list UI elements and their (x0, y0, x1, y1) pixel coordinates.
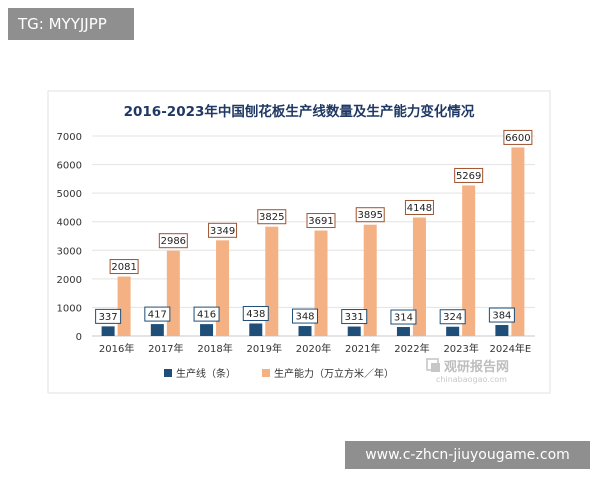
y-tick-label: 6000 (57, 161, 82, 172)
x-tick-label: 2020年 (296, 342, 331, 355)
y-tick-label: 5000 (57, 189, 82, 200)
x-tick-label: 2022年 (394, 342, 429, 355)
y-tick-label: 7000 (57, 132, 82, 143)
brand-watermark-url: chinabaogao.com (436, 375, 507, 384)
bar-capacity (412, 217, 426, 336)
data-label-capacity: 5269 (456, 171, 481, 182)
data-label-production-lines: 348 (295, 312, 314, 323)
label-box-production-lines (144, 306, 171, 322)
legend-label-capacity: 生产能力（万立方米／年） (274, 367, 394, 380)
data-label-capacity: 6600 (505, 133, 530, 144)
x-tick-label: 2017年 (148, 342, 183, 355)
data-label-production-lines: 331 (345, 312, 364, 323)
x-tick-label: 2021年 (345, 342, 380, 355)
label-box-capacity (109, 259, 139, 275)
y-tick-label: 3000 (57, 246, 82, 257)
x-tick-label: 2024年E (489, 342, 531, 355)
legend-swatch-production-lines (164, 369, 172, 377)
data-label-production-lines: 314 (394, 313, 413, 324)
bar-capacity (216, 240, 230, 336)
y-tick-label: 2000 (57, 275, 82, 286)
bar-capacity (511, 147, 525, 336)
bar-capacity (117, 276, 131, 336)
brand-watermark: 观研报告网 chinabaogao.com (426, 358, 509, 384)
x-axis-ticks: 2016年 2017年 2018年 2019年 2020年 2021年 2022年 2023年… (99, 342, 531, 355)
label-box-capacity (454, 167, 484, 183)
y-tick-label: 0 (76, 332, 82, 343)
data-label-production-lines: 438 (246, 309, 265, 320)
label-box-production-lines (193, 306, 220, 322)
x-tick-label: 2016年 (99, 342, 134, 355)
data-label-capacity: 3691 (308, 216, 333, 227)
label-box-production-lines (292, 308, 318, 324)
label-box-capacity (404, 199, 434, 215)
bar-capacity (363, 224, 377, 336)
data-label-capacity: 3349 (210, 226, 235, 237)
bar-production-lines (249, 323, 263, 336)
brand-logo-icon (426, 358, 440, 372)
x-tick-label: 2023年 (443, 342, 478, 355)
y-tick-label: 1000 (57, 303, 82, 314)
label-box-capacity (306, 213, 336, 229)
data-label-capacity: 3895 (357, 210, 382, 221)
label-box-capacity (355, 207, 385, 223)
label-box-production-lines (242, 305, 269, 321)
x-tick-label: 2018年 (197, 342, 232, 355)
label-box-production-lines (341, 309, 368, 325)
data-label-production-lines: 417 (148, 310, 167, 321)
label-box-capacity (158, 233, 188, 249)
label-box-production-lines (488, 307, 515, 323)
legend-swatch-capacity (262, 369, 270, 377)
y-tick-label: 4000 (57, 218, 82, 229)
brand-watermark-cn: 观研报告网 (444, 359, 509, 375)
bar-production-lines (200, 324, 214, 336)
x-tick-label: 2019年 (247, 342, 282, 355)
data-label-production-lines: 337 (99, 312, 118, 323)
data-label-production-lines: 416 (197, 310, 216, 321)
label-box-capacity (257, 209, 287, 225)
bar-production-lines (347, 326, 361, 336)
chart-title: 2016-2023年中国刨花板生产线数量及生产能力变化情况 (124, 103, 475, 120)
label-box-production-lines (390, 309, 417, 325)
label-box-capacity (503, 129, 533, 145)
site-url-badge: www.c-zhcn-jiuyougame.com (345, 441, 590, 469)
label-box-production-lines (95, 308, 122, 324)
data-label-production-lines: 324 (443, 312, 462, 323)
data-label-capacity: 2081 (111, 262, 136, 273)
bar-production-lines (298, 326, 312, 336)
label-box-production-lines (439, 309, 466, 325)
data-label-capacity: 2986 (161, 236, 186, 247)
bar-production-lines (150, 324, 164, 336)
bar-production-lines (101, 326, 115, 336)
data-label-capacity: 4148 (407, 203, 432, 214)
bar-capacity (462, 185, 476, 336)
tg-tag-badge: TG: MYYJJPP (8, 8, 134, 40)
bar-production-lines (396, 327, 410, 336)
data-label-capacity: 3825 (259, 212, 284, 223)
bar-production-lines (446, 326, 460, 336)
bar-production-lines (495, 325, 509, 336)
legend-label-production-lines: 生产线（条） (176, 367, 236, 380)
bar-capacity (166, 250, 180, 336)
data-label-layer: 337 2081 417 2986 416 3349 438 3825 348 3691 331 38… (95, 129, 533, 325)
y-axis-ticks: 0 1000 2000 3000 4000 5000 6000 7000 (57, 132, 82, 343)
data-label-production-lines: 384 (492, 311, 511, 322)
label-box-capacity (208, 222, 238, 238)
legend: 生产线（条） 生产能力（万立方米／年） (164, 367, 394, 380)
